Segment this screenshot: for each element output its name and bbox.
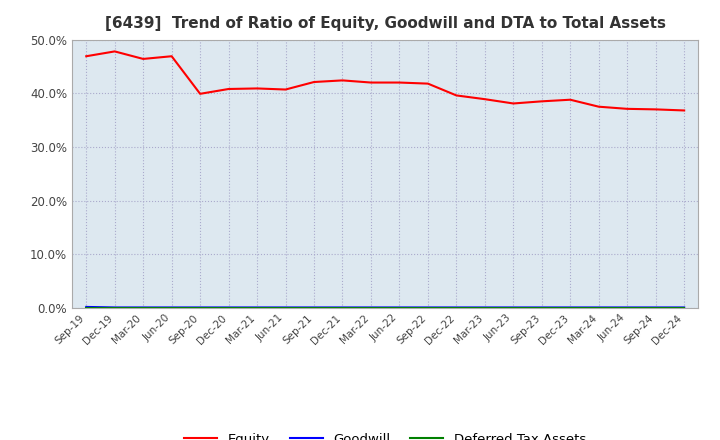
Goodwill	[310, 305, 318, 310]
Goodwill	[623, 305, 631, 310]
Equity	[452, 93, 461, 98]
Goodwill	[366, 305, 375, 310]
Goodwill	[82, 304, 91, 310]
Legend: Equity, Goodwill, Deferred Tax Assets: Equity, Goodwill, Deferred Tax Assets	[179, 427, 591, 440]
Equity	[566, 97, 575, 103]
Goodwill	[253, 305, 261, 310]
Deferred Tax Assets	[566, 305, 575, 311]
Deferred Tax Assets	[366, 305, 375, 311]
Deferred Tax Assets	[595, 305, 603, 311]
Deferred Tax Assets	[82, 305, 91, 311]
Title: [6439]  Trend of Ratio of Equity, Goodwill and DTA to Total Assets: [6439] Trend of Ratio of Equity, Goodwil…	[104, 16, 666, 32]
Deferred Tax Assets	[423, 305, 432, 311]
Goodwill	[196, 305, 204, 310]
Equity	[82, 54, 91, 59]
Equity	[282, 87, 290, 92]
Goodwill	[423, 305, 432, 310]
Deferred Tax Assets	[167, 305, 176, 311]
Goodwill	[537, 305, 546, 310]
Goodwill	[139, 305, 148, 310]
Goodwill	[110, 305, 119, 310]
Equity	[196, 91, 204, 96]
Deferred Tax Assets	[452, 305, 461, 311]
Deferred Tax Assets	[623, 305, 631, 311]
Equity	[139, 56, 148, 62]
Equity	[338, 78, 347, 83]
Equity	[110, 49, 119, 54]
Deferred Tax Assets	[680, 305, 688, 311]
Deferred Tax Assets	[110, 305, 119, 311]
Deferred Tax Assets	[395, 305, 404, 311]
Equity	[623, 106, 631, 111]
Equity	[509, 101, 518, 106]
Equity	[225, 86, 233, 92]
Goodwill	[480, 305, 489, 310]
Equity	[253, 86, 261, 91]
Equity	[395, 80, 404, 85]
Deferred Tax Assets	[509, 305, 518, 311]
Deferred Tax Assets	[310, 305, 318, 311]
Line: Equity: Equity	[86, 51, 684, 110]
Equity	[366, 80, 375, 85]
Goodwill	[595, 305, 603, 310]
Goodwill	[452, 305, 461, 310]
Equity	[652, 107, 660, 112]
Equity	[423, 81, 432, 86]
Goodwill	[282, 305, 290, 310]
Goodwill	[566, 305, 575, 310]
Deferred Tax Assets	[196, 305, 204, 311]
Goodwill	[652, 305, 660, 310]
Deferred Tax Assets	[652, 305, 660, 311]
Deferred Tax Assets	[225, 305, 233, 311]
Goodwill	[680, 305, 688, 310]
Goodwill	[167, 305, 176, 310]
Equity	[310, 79, 318, 84]
Goodwill	[225, 305, 233, 310]
Equity	[595, 104, 603, 109]
Goodwill	[509, 305, 518, 310]
Deferred Tax Assets	[139, 305, 148, 311]
Deferred Tax Assets	[282, 305, 290, 311]
Equity	[480, 96, 489, 102]
Equity	[680, 108, 688, 113]
Line: Goodwill: Goodwill	[86, 307, 684, 308]
Deferred Tax Assets	[480, 305, 489, 311]
Deferred Tax Assets	[253, 305, 261, 311]
Goodwill	[338, 305, 347, 310]
Goodwill	[395, 305, 404, 310]
Deferred Tax Assets	[338, 305, 347, 311]
Deferred Tax Assets	[537, 305, 546, 311]
Equity	[167, 54, 176, 59]
Equity	[537, 99, 546, 104]
